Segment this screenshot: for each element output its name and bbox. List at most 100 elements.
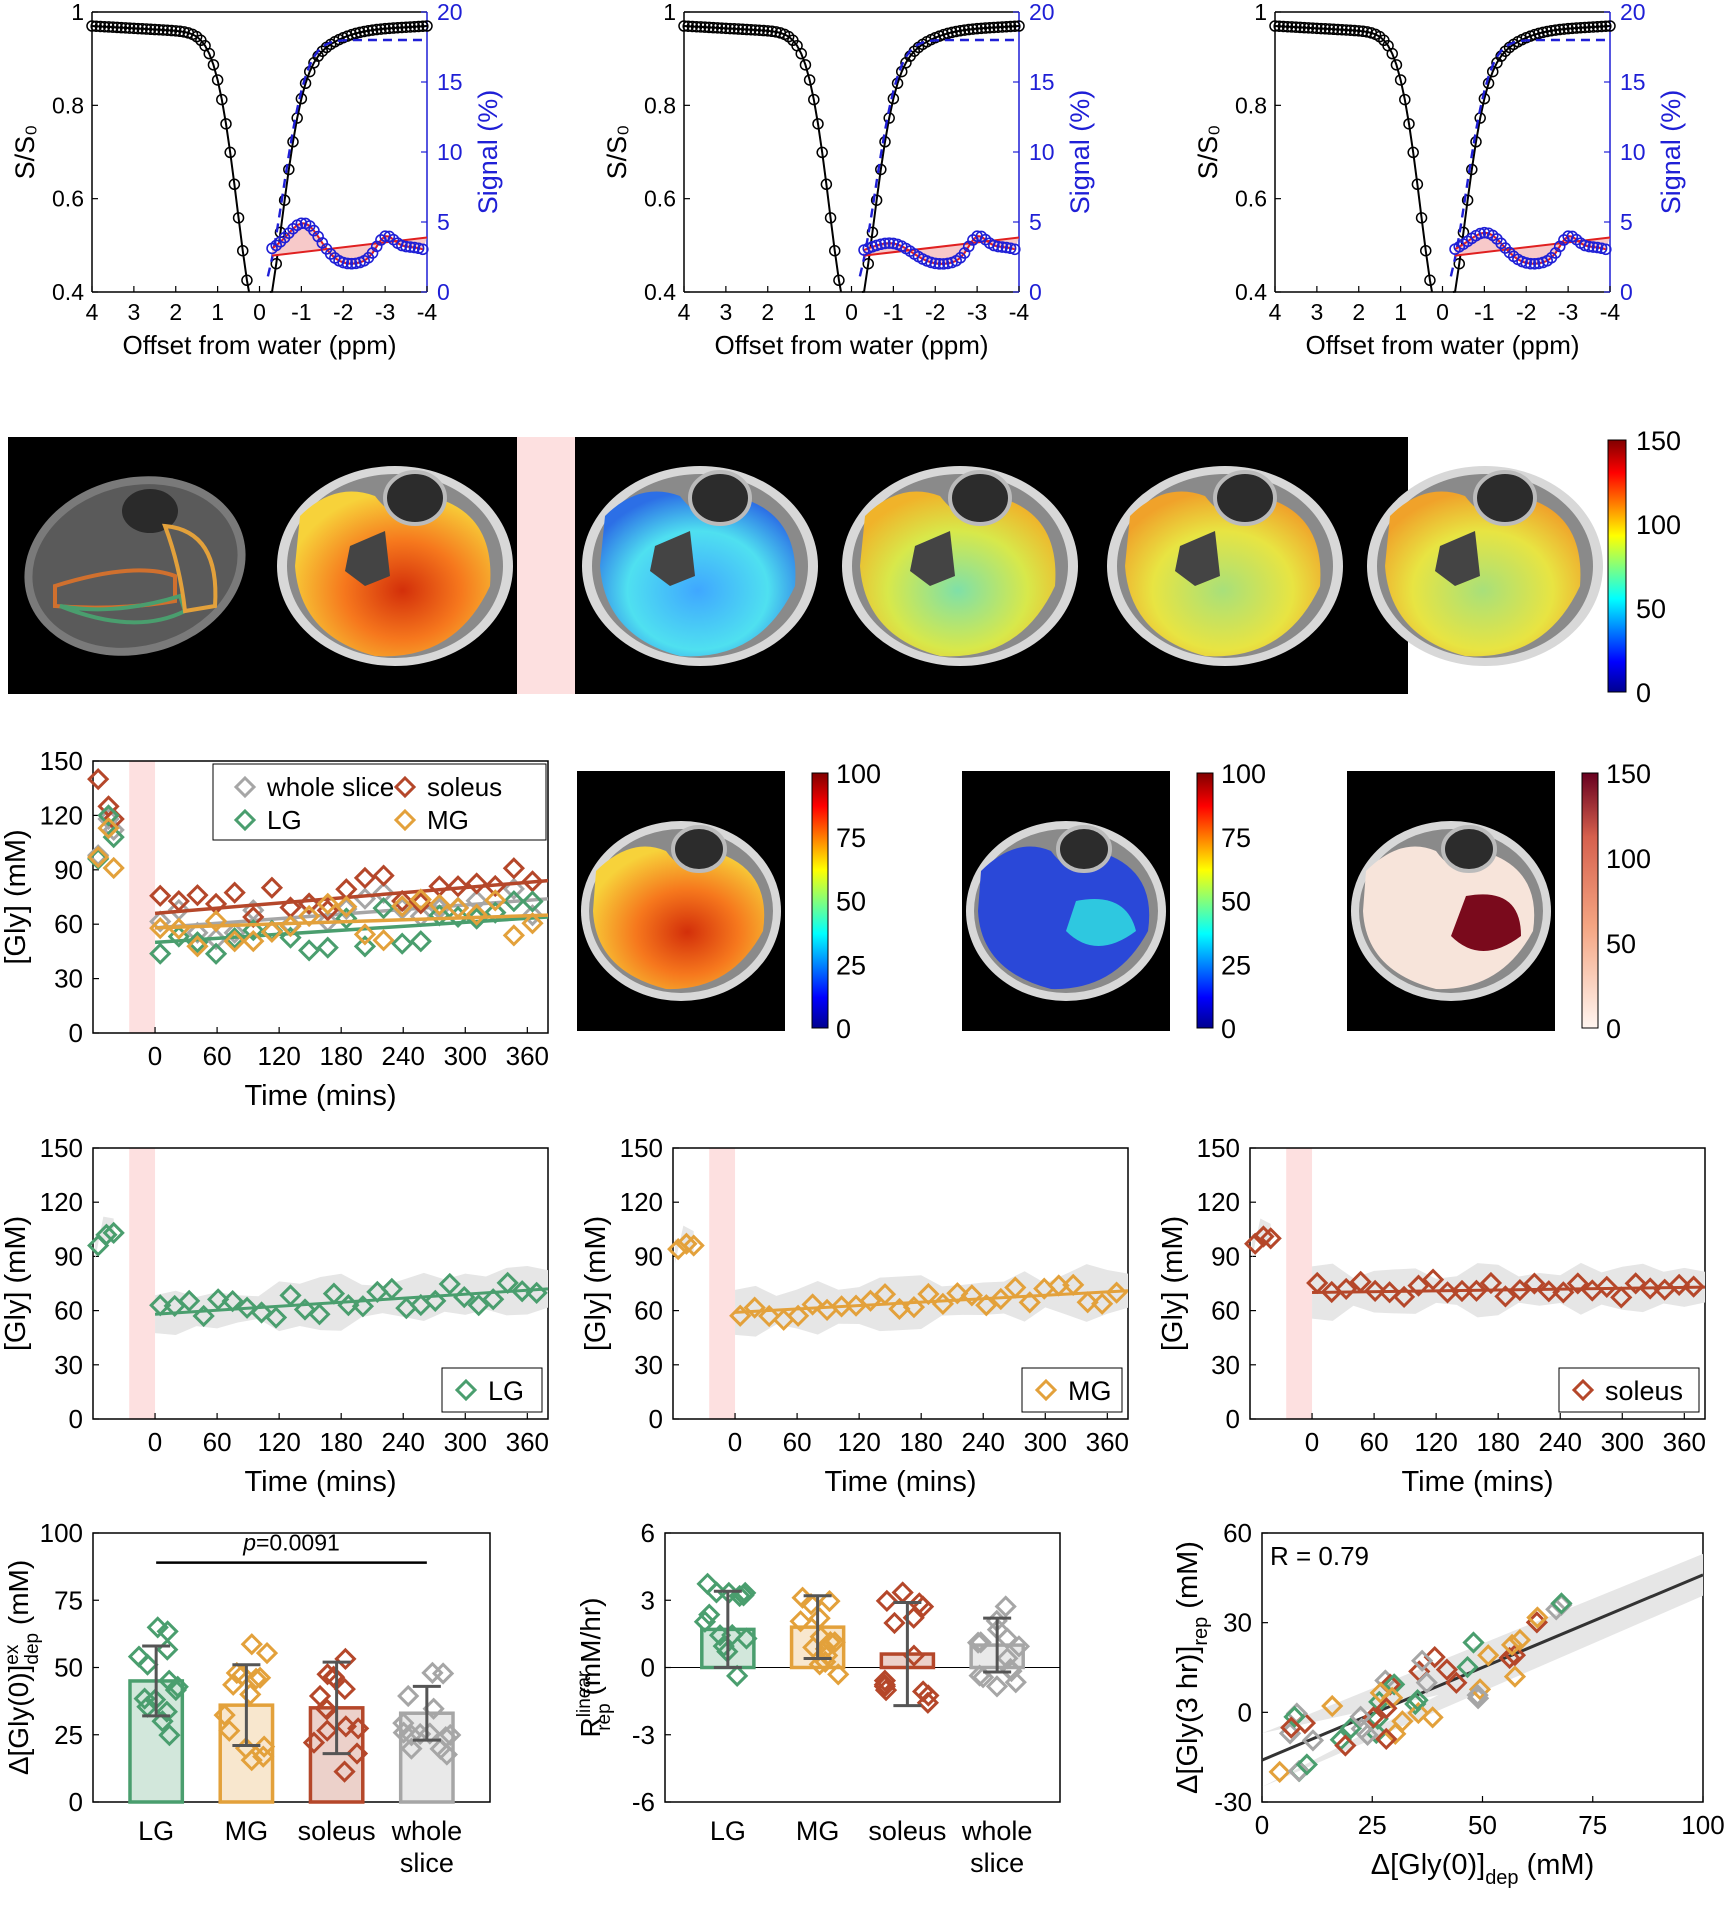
post-point <box>484 889 507 912</box>
z-point <box>412 20 425 33</box>
y-label-part: (mM/hr) <box>575 1598 606 1704</box>
data-point <box>252 1745 275 1768</box>
colorbar <box>1196 772 1214 1029</box>
z-point <box>362 24 375 37</box>
post-point <box>787 1304 810 1327</box>
post-point <box>1494 1285 1517 1308</box>
post-point <box>1508 1278 1532 1302</box>
y-axis-label: S/S₀ <box>10 125 40 180</box>
post-point <box>260 920 284 943</box>
z-point <box>979 22 992 34</box>
z-point <box>1574 21 1587 34</box>
post-point <box>1450 1279 1474 1303</box>
signal-area <box>272 223 427 264</box>
tibia <box>1441 825 1497 873</box>
y-label-part: linear <box>574 1670 595 1717</box>
z-point <box>241 274 253 287</box>
pre-point <box>1259 1227 1282 1250</box>
z-point <box>421 20 433 32</box>
y-tick-label: 0.4 <box>644 279 676 305</box>
data-point <box>397 1684 420 1708</box>
post-point <box>438 1272 461 1296</box>
z-point <box>1566 22 1579 35</box>
post-point <box>337 1294 360 1317</box>
x-axis-label: Offset from water (ppm) <box>714 330 988 360</box>
post-point <box>192 1304 215 1328</box>
post-point <box>316 892 339 915</box>
map-baseline-map <box>277 466 513 666</box>
post-point <box>298 892 321 915</box>
x-tick-label: 4 <box>1269 299 1282 325</box>
post-point <box>1566 1272 1589 1295</box>
data-point <box>873 1675 897 1698</box>
signal-point <box>1591 241 1604 254</box>
legend-marker <box>454 1378 478 1402</box>
y-tick-label: -6 <box>632 1787 655 1817</box>
post-point <box>859 1289 882 1312</box>
post-point <box>149 917 172 940</box>
legend-marker <box>1571 1378 1595 1402</box>
data-point <box>333 1760 356 1783</box>
post-point <box>316 936 339 959</box>
z-point <box>1545 24 1558 37</box>
post-point <box>242 929 265 953</box>
x-tick-label: 180 <box>319 1427 362 1457</box>
glycogen-map <box>1125 491 1321 657</box>
glycogen-map <box>1385 491 1581 657</box>
z-point <box>736 23 749 36</box>
post-point <box>149 910 172 933</box>
value-map <box>1363 846 1535 990</box>
post-point <box>223 921 246 944</box>
z-point <box>1286 21 1298 33</box>
x-tick-label: 50 <box>1468 1810 1497 1840</box>
timecourse-row: 0 30 60 90 120 150 0 60 120 180 240 300 360 Time (min… <box>0 746 1651 1112</box>
y2-tick-label: 10 <box>1620 139 1646 165</box>
z-point <box>816 146 828 159</box>
maps-row: 0 50 100 150 <box>8 426 1681 708</box>
post-point <box>279 915 302 938</box>
y-tick-label: 0 <box>641 1653 655 1683</box>
colorbar-tick-label: 75 <box>836 823 866 853</box>
post-point <box>960 1284 983 1307</box>
z-point <box>1403 118 1415 130</box>
category-label: MG <box>225 1816 269 1846</box>
z-point <box>1537 26 1549 39</box>
signal-area <box>864 236 1019 264</box>
z-point <box>1273 20 1285 32</box>
x-tick-label: 240 <box>962 1427 1005 1457</box>
y-tick-label: 0.6 <box>52 186 84 212</box>
post-point <box>521 890 544 913</box>
z-point <box>1306 22 1319 34</box>
x-label-part: Δ[Gly(0)] <box>1371 1849 1485 1881</box>
data-point <box>873 1669 897 1692</box>
reference-dashed <box>266 38 423 277</box>
post-point <box>353 887 377 910</box>
post-point <box>1306 1271 1329 1295</box>
post-point <box>1668 1273 1691 1296</box>
pre-point <box>102 818 125 842</box>
z-point <box>954 24 967 37</box>
y2-tick-label: 0 <box>437 279 450 305</box>
data-point <box>244 1667 268 1690</box>
data-point <box>917 1684 940 1707</box>
x-tick-label: 0 <box>1255 1810 1269 1840</box>
colorbar-tick-label: 0 <box>836 1014 851 1044</box>
x-tick-label: 180 <box>1476 1427 1519 1457</box>
x-axis-label: Time (mins) <box>245 1080 397 1112</box>
z-point <box>762 25 774 37</box>
data-point <box>1498 1646 1521 1670</box>
z-point <box>211 74 224 86</box>
signal-point <box>417 243 429 256</box>
bone-region <box>650 531 695 586</box>
z-point <box>391 21 404 34</box>
y-tick-label: 30 <box>1223 1608 1252 1638</box>
z-point <box>1411 178 1424 191</box>
data-point <box>392 1712 415 1735</box>
post-point <box>521 904 544 927</box>
z-point <box>766 25 778 38</box>
post-point <box>758 1304 781 1328</box>
series-soleus <box>87 768 549 929</box>
data-point <box>252 1735 276 1758</box>
post-point <box>428 875 451 898</box>
y-tick-label: 0.4 <box>52 279 84 305</box>
